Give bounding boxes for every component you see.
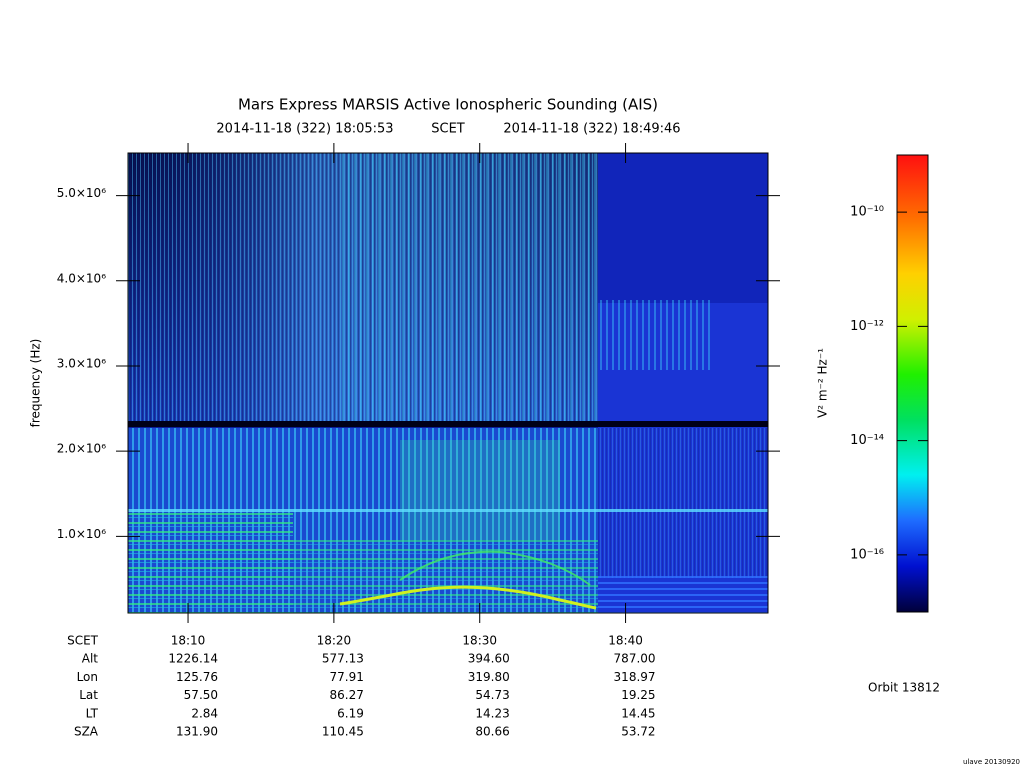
y-axis-label: frequency (Hz) <box>29 339 43 428</box>
x-tick-label: 18:40 <box>608 634 643 648</box>
ephemeris-value: 80.66 <box>475 725 509 739</box>
start-time: 2014-11-18 (322) 18:05:53 <box>216 122 393 137</box>
x-tick-label: 18:30 <box>462 634 497 648</box>
y-tick-label: 4.0×10⁶ <box>57 271 106 285</box>
ephemeris-value: 6.19 <box>337 706 364 720</box>
ephemeris-value: 86.27 <box>330 688 364 702</box>
colorbar <box>896 154 929 613</box>
time-system: SCET <box>431 122 465 137</box>
ephemeris-value: 577.13 <box>322 652 364 666</box>
colorbar-label: V² m⁻² Hz⁻¹ <box>816 348 830 418</box>
ephemeris-value: 318.97 <box>614 670 656 684</box>
ephemeris-value: 110.45 <box>322 725 364 739</box>
ephemeris-value: 319.80 <box>468 670 510 684</box>
ephemeris-value: 19.25 <box>621 688 655 702</box>
ephemeris-label: SZA <box>74 725 99 739</box>
ephemeris-value: 77.91 <box>330 670 364 684</box>
y-tick-label: 1.0×10⁶ <box>57 527 106 541</box>
footer: ulave 20130920 <box>963 758 1020 766</box>
colorbar-tick-label: 10⁻¹⁶ <box>850 547 884 562</box>
y-tick-label: 3.0×10⁶ <box>57 356 106 370</box>
ephemeris-time-label: SCET <box>67 634 99 648</box>
ephemeris-value: 125.76 <box>176 670 218 684</box>
x-tick-label: 18:20 <box>317 634 352 648</box>
ephemeris-label: LT <box>86 706 99 720</box>
chart-title: Mars Express MARSIS Active Ionospheric S… <box>238 96 658 114</box>
ephemeris-value: 787.00 <box>614 652 656 666</box>
plot-frame <box>127 152 769 614</box>
ephemeris-value: 14.45 <box>621 706 655 720</box>
orbit-label: Orbit 13812 <box>868 681 940 695</box>
ephemeris-label: Lat <box>79 688 98 702</box>
ephemeris-value: 131.90 <box>176 725 218 739</box>
x-tick-label: 18:10 <box>171 634 206 648</box>
ephemeris-value: 2.84 <box>191 706 218 720</box>
spectrogram <box>128 153 768 613</box>
ephemeris-value: 1226.14 <box>168 652 218 666</box>
ephemeris-label: Alt <box>82 652 99 666</box>
ephemeris-label: Lon <box>77 670 98 684</box>
ephemeris-value: 54.73 <box>475 688 509 702</box>
colorbar-tick-label: 10⁻¹² <box>850 319 884 334</box>
y-tick-label: 2.0×10⁶ <box>57 442 106 456</box>
y-tick-label: 5.0×10⁶ <box>57 186 106 200</box>
ephemeris-value: 53.72 <box>621 725 655 739</box>
ephemeris-value: 394.60 <box>468 652 510 666</box>
colorbar-tick-label: 10⁻¹⁰ <box>850 205 884 220</box>
ephemeris-value: 57.50 <box>184 688 218 702</box>
end-time: 2014-11-18 (322) 18:49:46 <box>503 122 680 137</box>
colorbar-tick-label: 10⁻¹⁴ <box>850 433 884 448</box>
ephemeris-value: 14.23 <box>475 706 509 720</box>
